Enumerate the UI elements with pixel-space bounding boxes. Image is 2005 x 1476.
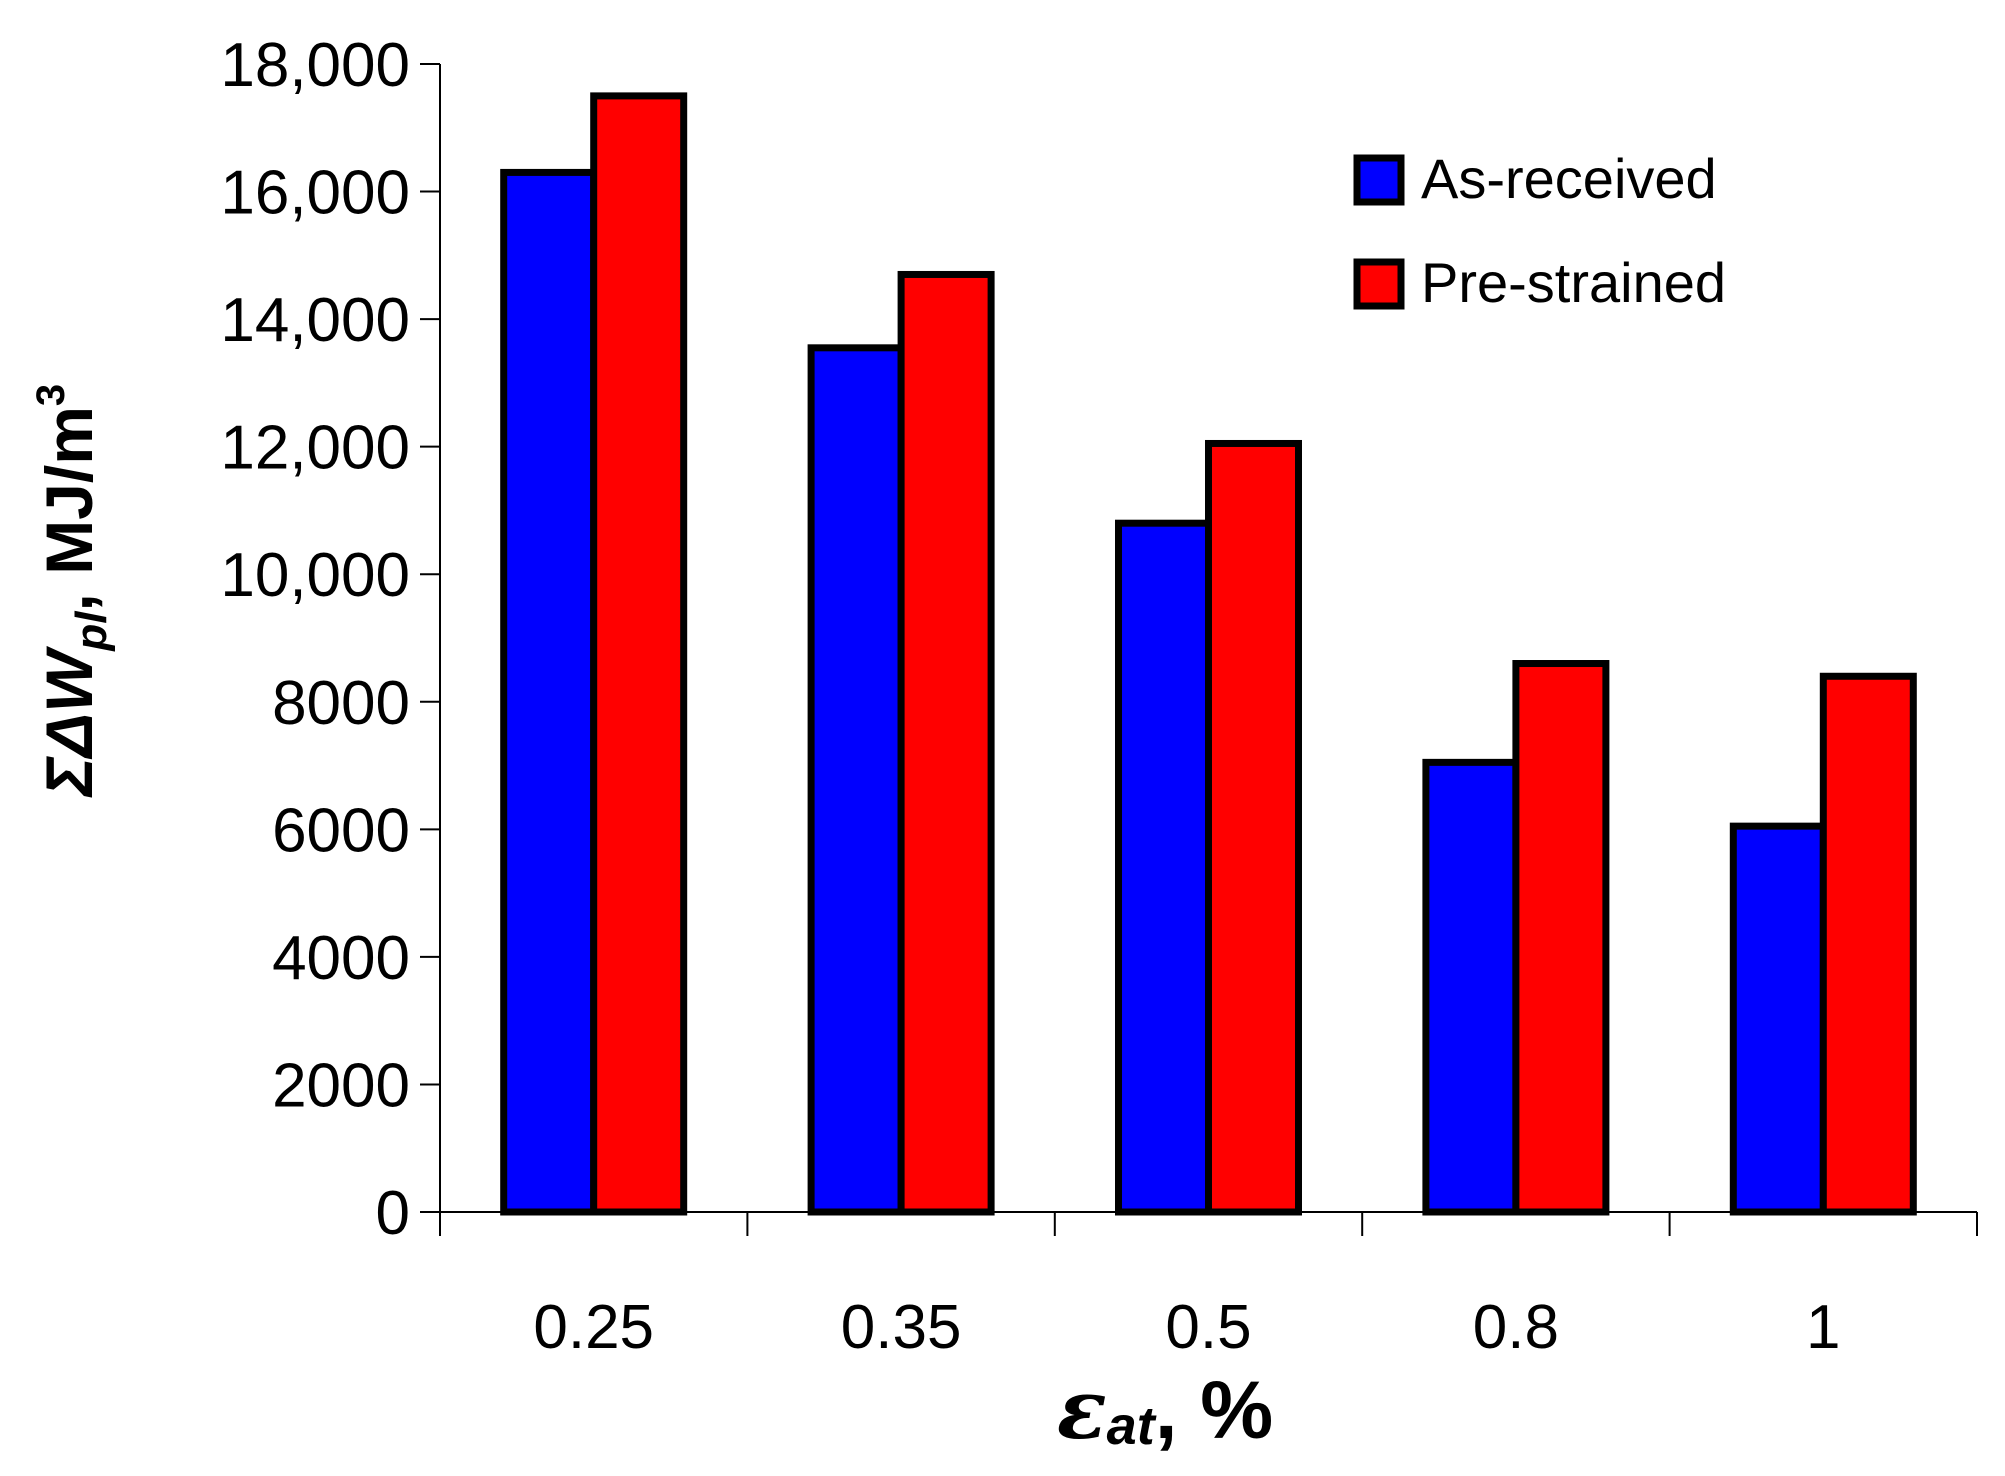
x-tick-label: 0.5 xyxy=(1165,1293,1251,1362)
y-axis-title-subscript: pl xyxy=(67,611,116,652)
y-tick-label: 4000 xyxy=(272,924,410,993)
bar-pre-strained-0.35 xyxy=(897,270,995,1216)
legend-label-pre-strained: Pre-strained xyxy=(1421,251,1726,314)
y-axis-title: ΣΔWpl, MJ/m3 xyxy=(29,384,116,798)
y-tick-label: 0 xyxy=(376,1179,410,1248)
y-tick-label: 18,000 xyxy=(220,31,410,100)
y-tick-label: 14,000 xyxy=(220,286,410,355)
x-axis-title-subscript: at xyxy=(1107,1396,1157,1456)
y-tick-label: 10,000 xyxy=(220,541,410,610)
y-tick-label: 8000 xyxy=(272,669,410,738)
legend: As-received Pre-strained xyxy=(1353,147,1726,314)
y-tick-label: 16,000 xyxy=(220,159,410,228)
x-tick-label: 1 xyxy=(1806,1293,1840,1362)
x-axis-title-symbol: ε xyxy=(1057,1362,1107,1458)
legend-swatch-as-received xyxy=(1353,154,1405,206)
bar-pre-strained-0.25 xyxy=(590,92,688,1216)
bar-as-received-1 xyxy=(1729,822,1827,1216)
bar-as-received-0.5 xyxy=(1115,519,1212,1216)
bar-pre-strained-1 xyxy=(1819,672,1917,1216)
bar-as-received-0.8 xyxy=(1422,758,1520,1216)
y-axis-title-rest: , MJ/m xyxy=(32,406,106,611)
x-tick-label: 0.8 xyxy=(1473,1293,1559,1362)
x-axis-title: εat, % xyxy=(1057,1362,1273,1458)
y-tick-label: 6000 xyxy=(272,796,410,865)
plot-area: 0 2000 4000 6000 8000 10,000 12,000 14,000 16,00… xyxy=(220,31,1978,1362)
y-axis-title-superscript: 3 xyxy=(29,384,73,406)
y-axis-title-main: ΣΔW xyxy=(32,646,106,798)
bar-as-received-0.25 xyxy=(500,168,598,1216)
bar-as-received-0.35 xyxy=(807,344,905,1216)
y-tick-label: 12,000 xyxy=(220,414,410,483)
x-tick-label: 0.35 xyxy=(841,1293,962,1362)
y-tick-label: 2000 xyxy=(272,1051,410,1120)
bar-pre-strained-0.8 xyxy=(1512,660,1610,1216)
x-tick-label: 0.25 xyxy=(533,1293,654,1362)
bar-pre-strained-0.5 xyxy=(1205,439,1302,1216)
x-axis-title-rest: , % xyxy=(1155,1365,1273,1456)
legend-label-as-received: As-received xyxy=(1421,147,1717,210)
legend-swatch-pre-strained xyxy=(1353,258,1405,310)
